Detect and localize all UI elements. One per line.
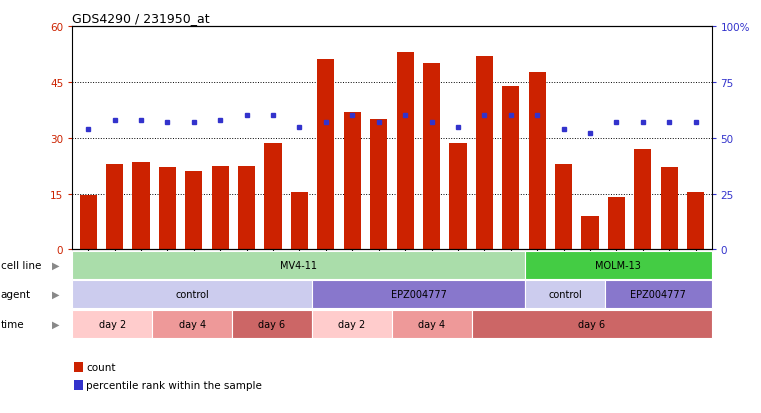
Text: day 6: day 6: [259, 319, 285, 329]
Text: EPZ004777: EPZ004777: [630, 290, 686, 299]
Text: ▶: ▶: [52, 260, 59, 270]
Bar: [396, 53, 414, 250]
Text: day 4: day 4: [179, 319, 205, 329]
Bar: [529, 73, 546, 250]
Text: time: time: [1, 319, 24, 329]
Bar: [423, 64, 440, 250]
Bar: [212, 166, 229, 250]
Bar: [291, 192, 308, 250]
Text: percentile rank within the sample: percentile rank within the sample: [86, 380, 262, 390]
Bar: [106, 164, 123, 250]
Bar: [265, 144, 282, 250]
Text: agent: agent: [1, 290, 31, 299]
Bar: [687, 192, 704, 250]
Bar: [581, 216, 599, 250]
Bar: [132, 163, 150, 250]
Bar: [185, 172, 202, 250]
Bar: [80, 196, 97, 250]
Text: GDS4290 / 231950_at: GDS4290 / 231950_at: [72, 12, 210, 25]
Bar: [502, 86, 519, 250]
Text: day 6: day 6: [578, 319, 605, 329]
Bar: [344, 112, 361, 250]
Bar: [661, 168, 678, 250]
Text: control: control: [548, 290, 582, 299]
Text: count: count: [86, 362, 116, 372]
Text: EPZ004777: EPZ004777: [390, 290, 447, 299]
Text: day 2: day 2: [339, 319, 365, 329]
Bar: [370, 120, 387, 250]
Bar: [449, 144, 466, 250]
Text: control: control: [175, 290, 209, 299]
Bar: [159, 168, 176, 250]
Bar: [555, 164, 572, 250]
Text: day 2: day 2: [99, 319, 126, 329]
Text: cell line: cell line: [1, 260, 41, 270]
Text: MOLM-13: MOLM-13: [595, 260, 642, 270]
Bar: [608, 198, 625, 250]
Bar: [238, 166, 255, 250]
Text: ▶: ▶: [52, 319, 59, 329]
Text: day 4: day 4: [419, 319, 445, 329]
Bar: [634, 150, 651, 250]
Text: ▶: ▶: [52, 290, 59, 299]
Bar: [317, 60, 335, 250]
Text: MV4-11: MV4-11: [280, 260, 317, 270]
Bar: [476, 57, 493, 250]
